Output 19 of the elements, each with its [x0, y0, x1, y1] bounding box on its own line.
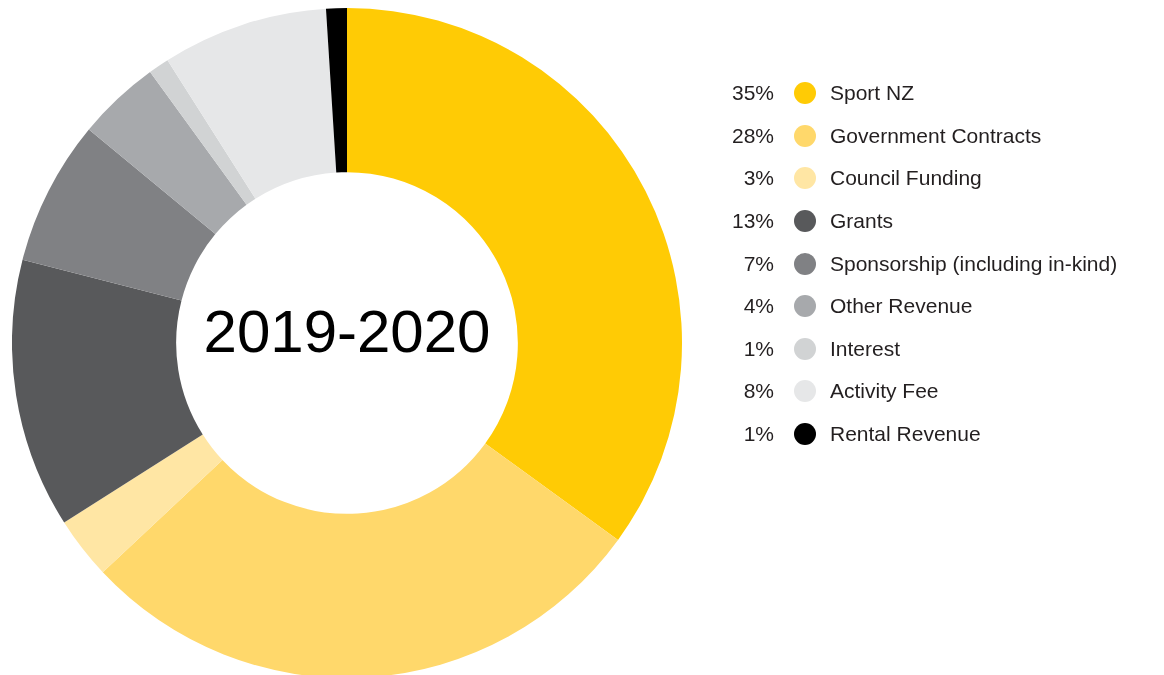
legend-label: Rental Revenue [830, 422, 981, 447]
legend-label: Government Contracts [830, 123, 1042, 148]
data-label: 4% [742, 294, 774, 319]
data-label: 35% [730, 81, 774, 106]
legend-label: Council Funding [830, 166, 982, 191]
legend-label: Activity Fee [830, 379, 939, 404]
legend-label: Other Revenue [830, 294, 973, 319]
data-label: 1% [742, 422, 774, 447]
data-label: 3% [742, 166, 774, 191]
data-label: 13% [730, 209, 774, 234]
data-label: 1% [742, 336, 774, 361]
legend-label: Interest [830, 336, 901, 361]
legend-label: Grants [830, 209, 894, 234]
data-label: 8% [742, 379, 774, 404]
data-label: 7% [742, 251, 774, 276]
legend-label: Sport NZ [830, 81, 915, 106]
text: 2019-2020 [203, 297, 491, 365]
legend-label: Sponsorship (including in-kind) [830, 251, 1118, 276]
data-label: 28% [730, 123, 774, 148]
